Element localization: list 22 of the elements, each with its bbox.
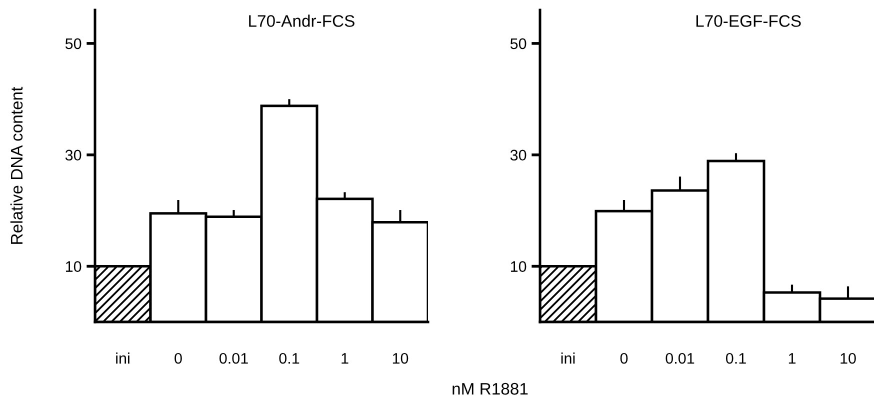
y-tick-label: 10 [66,261,82,272]
y-tick-label: 50 [510,38,526,50]
x-tick-label: ini [116,352,130,364]
x-tick-label: 10 [392,352,408,364]
chart-title: L70-EGF-FCS [696,15,801,27]
x-tick-label: 0.1 [726,352,746,364]
y-tick-label: 30 [510,150,526,161]
y-tick-label: 30 [65,150,82,161]
x-tick-label: 0 [174,352,182,364]
x-tick-label: 10 [840,352,856,364]
x-tick-label: 1 [342,353,348,364]
x-axis-title: nM R1881 [452,382,528,395]
chart-title: L70-Andr-FCS [249,14,354,27]
x-tick-label: 1 [788,353,796,364]
y-tick-label: 10 [510,261,526,272]
x-tick-label: 0 [620,352,628,364]
y-tick-label: 50 [65,38,82,50]
x-tick-label: ini [561,352,575,364]
y-axis-title: Relative DNA content [10,86,23,244]
x-tick-label: 0.1 [279,352,300,364]
x-tick-label: 0.01 [219,352,248,364]
x-tick-label: 0.01 [666,352,694,364]
